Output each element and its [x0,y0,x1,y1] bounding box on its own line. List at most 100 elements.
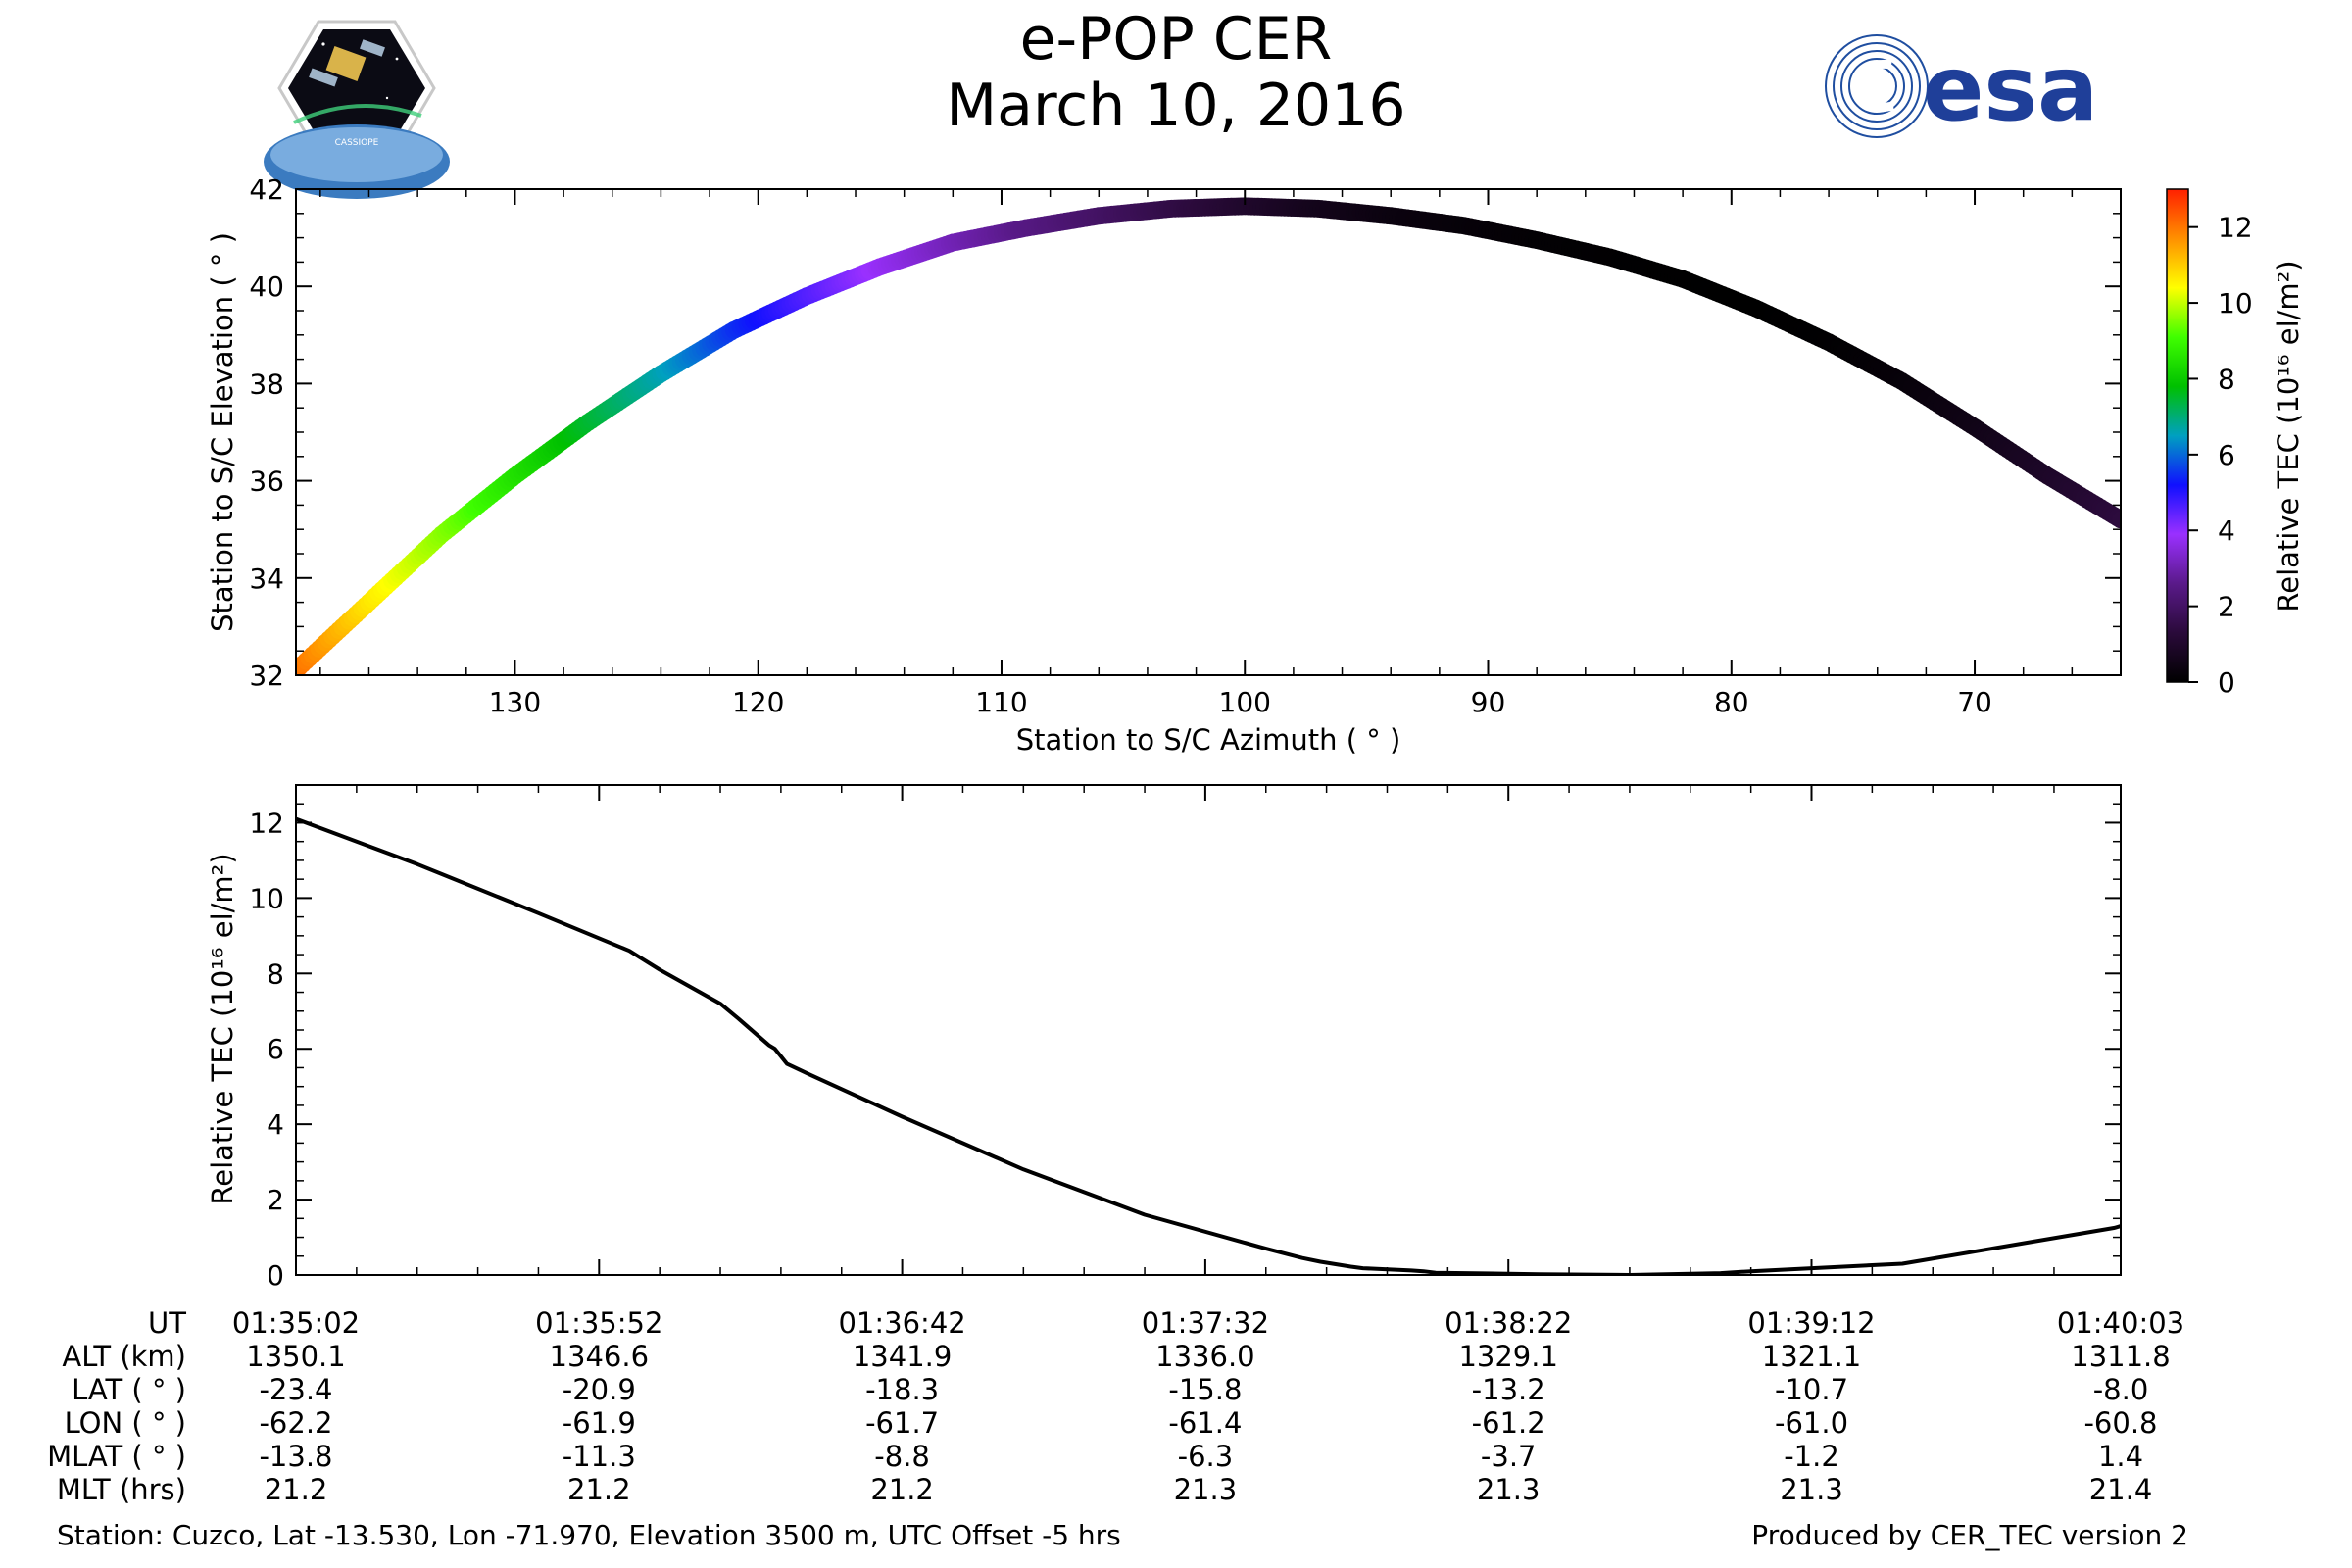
top-y-tick-label: 32 [249,660,284,692]
table-cell: 21.2 [870,1473,934,1506]
table-cell: 21.3 [1477,1473,1541,1506]
bottom-y-tick-label: 2 [267,1184,284,1216]
top-x-axis-label: Station to S/C Azimuth ( ° ) [1016,723,1401,757]
table-row-label: LAT ( ° ) [72,1373,186,1406]
top-x-tick-label: 120 [732,686,784,718]
table-cell: -61.9 [563,1406,636,1440]
table-cell: -60.8 [2083,1406,2157,1440]
table-cell: -61.0 [1775,1406,1848,1440]
top-x-tick-label: 100 [1219,686,1271,718]
top-y-tick-label: 36 [249,466,284,498]
top-plot-ticks: 130 120 110 100 90 80 70 32 34 36 38 40 42 [249,173,2122,718]
table-cell: 21.2 [265,1473,328,1506]
top-scatter-plot: 130 120 110 100 90 80 70 32 34 36 38 40 42 Station t… [206,173,2122,757]
table-cell: 01:36:42 [838,1306,965,1340]
table-cell: 01:40:03 [2057,1306,2184,1340]
colorbar-fill [2166,188,2189,683]
table-cell: -8.0 [2093,1373,2149,1406]
colorbar-ticks: 0 2 4 6 8 10 12 [2188,212,2253,699]
table-cell: 1329.1 [1458,1340,1557,1373]
table-cell: 1350.1 [246,1340,345,1373]
table-row-label: UT [148,1306,186,1340]
table-cell: -20.9 [563,1373,636,1406]
table-cell: -6.3 [1178,1440,1234,1473]
table-cell: -10.7 [1775,1373,1848,1406]
table-row-label: MLT (hrs) [57,1473,186,1506]
colorbar-tick-label: 2 [2218,591,2235,623]
station-info: Station: Cuzco, Lat -13.530, Lon -71.970… [57,1519,1121,1551]
bottom-line-plot: 0 2 4 6 8 10 12 Relative TEC (10¹⁶ el/m²) [206,784,2122,1292]
table-row-label: LON ( ° ) [65,1406,186,1440]
table-cell: 1321.1 [1762,1340,1861,1373]
title-line-2: March 10, 2016 [946,72,1405,140]
table-cell: -18.3 [865,1373,939,1406]
table-cell: 01:35:52 [535,1306,662,1340]
table-cell: 1346.6 [550,1340,649,1373]
table-cell: -62.2 [259,1406,332,1440]
title-line-1: e-POP CER [1020,5,1333,74]
bottom-y-axis-label: Relative TEC (10¹⁶ el/m²) [206,853,239,1204]
bottom-plot-series [296,816,2121,1275]
trajectory-point [2112,511,2121,529]
table-cell: -11.3 [563,1440,636,1473]
esa-logo: esa [1825,34,2098,141]
cassiope-logo-text: CASSIOPE [335,138,379,148]
table-cell: 01:35:02 [232,1306,360,1340]
table-row-label: MLAT ( ° ) [47,1440,186,1473]
colorbar-tick-label: 6 [2218,439,2235,471]
table-cell: -15.8 [1168,1373,1242,1406]
colorbar: 0 2 4 6 8 10 12 Relative TEC (10¹⁶ el/m²) [2166,188,2305,699]
producer-info: Produced by CER_TEC version 2 [1751,1519,2188,1551]
esa-logo-text: esa [1923,36,2098,141]
table-cell: 1336.0 [1155,1340,1254,1373]
top-y-tick-label: 42 [249,173,284,206]
table-cell: -13.2 [1472,1373,1545,1406]
top-x-tick-label: 80 [1714,686,1749,718]
top-x-tick-label: 70 [1957,686,1992,718]
ephemeris-table: UT 01:35:02 01:35:52 01:36:42 01:37:32 01:38:… [47,1306,2184,1506]
colorbar-tick-label: 8 [2218,363,2235,395]
bottom-plot-frame [295,784,2122,1276]
cassiope-logo: CASSIOPE [264,20,450,199]
colorbar-tick-label: 12 [2218,212,2253,244]
table-cell: 01:38:22 [1445,1306,1572,1340]
table-cell: 1311.8 [2071,1340,2170,1373]
table-cell: 01:39:12 [1747,1306,1875,1340]
table-cell: -1.2 [1784,1440,1839,1473]
colorbar-tick-label: 10 [2218,287,2253,319]
table-cell: -13.8 [259,1440,332,1473]
top-x-tick-label: 90 [1471,686,1506,718]
table-cell: 21.2 [567,1473,631,1506]
table-cell: 21.3 [1780,1473,1843,1506]
colorbar-tick-label: 4 [2218,514,2235,547]
bottom-y-tick-label: 12 [249,807,284,839]
table-cell: 1341.9 [853,1340,952,1373]
colorbar-label: Relative TEC (10¹⁶ el/m²) [2272,260,2305,612]
top-y-tick-label: 40 [249,270,284,303]
table-cell: -23.4 [259,1373,332,1406]
colorbar-tick-label: 0 [2218,666,2235,699]
top-y-tick-label: 34 [249,563,284,595]
table-cell: 01:37:32 [1142,1306,1269,1340]
top-x-tick-label: 110 [975,686,1027,718]
top-x-tick-label: 130 [489,686,541,718]
bottom-plot-ticks: 0 2 4 6 8 10 12 [249,785,2122,1292]
bottom-y-tick-label: 4 [267,1108,284,1141]
bottom-y-tick-label: 6 [267,1033,284,1065]
table-cell: -61.7 [865,1406,939,1440]
bottom-y-tick-label: 10 [249,882,284,914]
table-cell: 21.4 [2089,1473,2153,1506]
table-cell: -61.4 [1168,1406,1242,1440]
table-row-label: ALT (km) [62,1340,186,1373]
bottom-y-tick-label: 8 [267,957,284,990]
table-cell: 21.3 [1174,1473,1238,1506]
top-plot-points [296,197,2121,675]
table-cell: 1.4 [2098,1440,2143,1473]
top-y-tick-label: 38 [249,368,284,400]
table-cell: -61.2 [1472,1406,1545,1440]
bottom-y-tick-label: 0 [267,1259,284,1292]
table-cell: -8.8 [874,1440,930,1473]
table-cell: -3.7 [1481,1440,1537,1473]
top-y-axis-label: Station to S/C Elevation ( ° ) [206,232,239,632]
